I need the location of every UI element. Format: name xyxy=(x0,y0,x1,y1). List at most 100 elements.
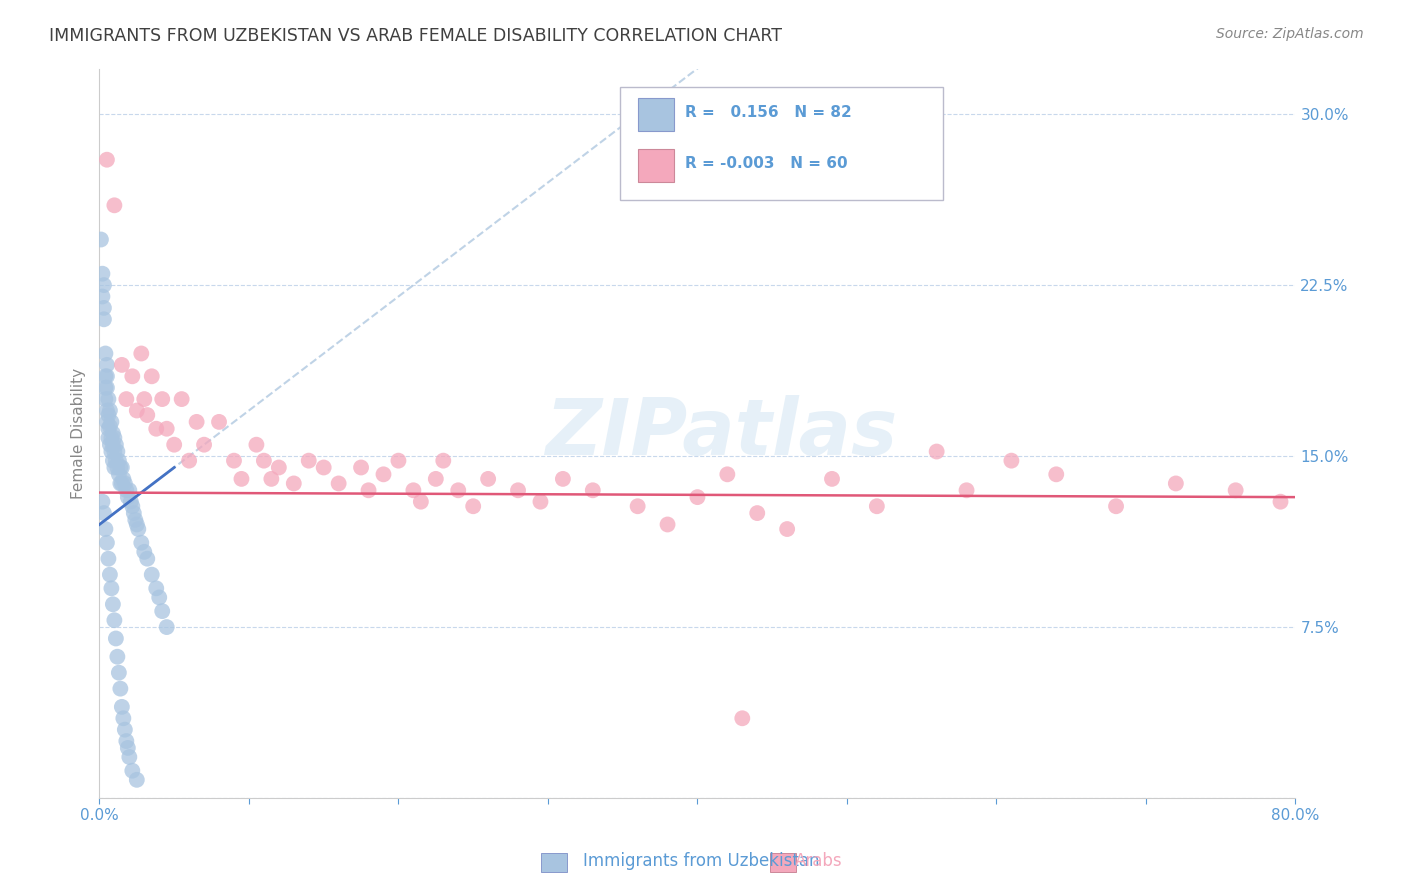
Point xyxy=(98,403,121,417)
Bar xyxy=(638,149,673,182)
Point xyxy=(111,358,134,372)
Point xyxy=(97,551,120,566)
Point xyxy=(101,438,124,452)
Point xyxy=(186,415,208,429)
Point xyxy=(222,453,245,467)
Point xyxy=(110,681,132,696)
Point xyxy=(111,476,134,491)
Point xyxy=(96,358,118,372)
Point xyxy=(115,734,138,748)
Point xyxy=(283,476,305,491)
Point xyxy=(93,506,115,520)
Point xyxy=(1225,483,1247,498)
Text: Source: ZipAtlas.com: Source: ZipAtlas.com xyxy=(1216,27,1364,41)
FancyBboxPatch shape xyxy=(620,87,942,200)
Point xyxy=(96,403,118,417)
Point xyxy=(96,153,118,167)
Point xyxy=(463,500,485,514)
Point xyxy=(118,750,141,764)
Point xyxy=(98,567,121,582)
Point xyxy=(136,408,159,422)
Point xyxy=(100,415,122,429)
Point xyxy=(148,591,170,605)
Point xyxy=(121,500,143,514)
Point xyxy=(108,665,131,680)
Point xyxy=(1105,500,1128,514)
Point xyxy=(125,403,148,417)
Point xyxy=(100,444,122,458)
Point xyxy=(101,453,124,467)
Point xyxy=(134,545,156,559)
Point xyxy=(103,460,125,475)
Point xyxy=(97,392,120,406)
Point xyxy=(122,506,145,520)
Point xyxy=(373,467,395,482)
Point xyxy=(357,483,380,498)
Point xyxy=(94,392,117,406)
Point xyxy=(112,711,135,725)
Point xyxy=(529,494,551,508)
Point xyxy=(108,453,131,467)
Point xyxy=(163,438,186,452)
Point xyxy=(121,764,143,778)
Point xyxy=(150,392,173,406)
Point xyxy=(821,472,844,486)
Point xyxy=(96,369,118,384)
Text: Arabs: Arabs xyxy=(794,852,842,870)
Point xyxy=(447,483,470,498)
Point xyxy=(627,500,650,514)
Point xyxy=(731,711,754,725)
Point xyxy=(101,597,124,611)
Point xyxy=(103,198,125,212)
Point xyxy=(110,476,132,491)
Point xyxy=(1270,494,1292,508)
Point xyxy=(103,431,125,445)
Point xyxy=(114,476,136,491)
Point xyxy=(115,483,138,498)
Point xyxy=(866,500,889,514)
Point xyxy=(1045,467,1067,482)
Point xyxy=(136,551,159,566)
Point xyxy=(100,582,122,596)
Point xyxy=(94,346,117,360)
Point xyxy=(955,483,977,498)
Point xyxy=(103,444,125,458)
Bar xyxy=(638,98,673,130)
Point xyxy=(91,494,114,508)
Point xyxy=(112,472,135,486)
Point xyxy=(117,490,139,504)
Point xyxy=(124,513,146,527)
Point xyxy=(925,444,948,458)
Point xyxy=(298,453,321,467)
Point xyxy=(94,381,117,395)
Point xyxy=(108,467,131,482)
Point xyxy=(97,422,120,436)
Point xyxy=(111,460,134,475)
Point xyxy=(193,438,215,452)
Point xyxy=(104,438,127,452)
Point xyxy=(686,490,709,504)
Point xyxy=(96,381,118,395)
Point xyxy=(253,453,276,467)
Point xyxy=(96,535,118,549)
Point xyxy=(125,772,148,787)
Text: R =   0.156   N = 82: R = 0.156 N = 82 xyxy=(686,104,852,120)
Point xyxy=(156,422,179,436)
Point xyxy=(94,522,117,536)
Point xyxy=(115,392,138,406)
Point xyxy=(127,522,149,536)
Point xyxy=(120,494,142,508)
Point xyxy=(103,613,125,627)
Point xyxy=(129,346,152,360)
Point xyxy=(125,517,148,532)
Point xyxy=(1164,476,1187,491)
Point xyxy=(402,483,425,498)
Point xyxy=(409,494,432,508)
Point xyxy=(98,419,121,434)
Point xyxy=(105,460,128,475)
Point xyxy=(425,472,447,486)
Point xyxy=(101,426,124,441)
Point xyxy=(170,392,193,406)
Point xyxy=(231,472,253,486)
Point xyxy=(506,483,529,498)
